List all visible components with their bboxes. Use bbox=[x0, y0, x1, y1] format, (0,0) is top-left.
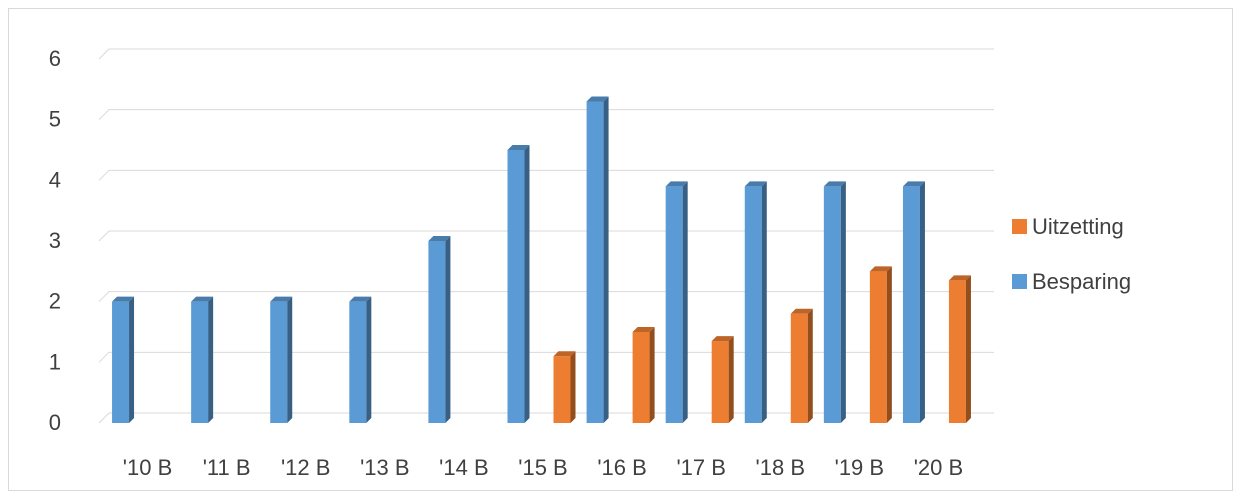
gridline bbox=[98, 169, 994, 181]
gridline bbox=[98, 48, 994, 60]
gridlines bbox=[98, 48, 994, 424]
x-tick-label: '10 B bbox=[123, 455, 172, 480]
y-tick-label: 0 bbox=[49, 410, 61, 435]
y-axis-ticks: 0 1 2 3 4 5 6 bbox=[49, 46, 61, 435]
bar-besparing bbox=[902, 181, 925, 423]
y-tick-label: 6 bbox=[49, 46, 61, 71]
bar-uitzetting bbox=[632, 327, 655, 423]
y-tick-label: 4 bbox=[49, 167, 61, 192]
bar-besparing bbox=[665, 181, 688, 423]
bar-uitzetting bbox=[790, 308, 813, 423]
legend: Uitzetting Besparing bbox=[1012, 214, 1131, 294]
gridline bbox=[98, 412, 994, 424]
bar-besparing bbox=[349, 296, 372, 423]
y-tick-label: 2 bbox=[49, 289, 61, 314]
gridline bbox=[98, 230, 994, 242]
legend-swatch bbox=[1012, 274, 1027, 289]
bar-besparing bbox=[191, 296, 214, 423]
y-tick-label: 3 bbox=[49, 228, 61, 253]
bar-uitzetting bbox=[711, 336, 734, 423]
x-tick-label: '16 B bbox=[597, 455, 646, 480]
y-tick-label: 1 bbox=[49, 349, 61, 374]
x-tick-label: '12 B bbox=[281, 455, 330, 480]
y-tick-label: 5 bbox=[49, 107, 61, 132]
bars bbox=[112, 96, 971, 423]
bar-besparing bbox=[823, 181, 846, 423]
x-tick-label: '14 B bbox=[439, 455, 488, 480]
bar-besparing bbox=[744, 181, 767, 423]
bar-besparing bbox=[586, 96, 609, 423]
bar-uitzetting bbox=[869, 266, 892, 423]
x-tick-label: '20 B bbox=[914, 455, 963, 480]
gridline bbox=[98, 291, 994, 303]
bar-besparing bbox=[112, 296, 135, 423]
x-tick-label: '17 B bbox=[676, 455, 725, 480]
bar-uitzetting bbox=[553, 351, 576, 423]
x-tick-label: '15 B bbox=[518, 455, 567, 480]
x-tick-label: '11 B bbox=[203, 455, 251, 480]
legend-label: Uitzetting bbox=[1032, 214, 1124, 239]
x-tick-label: '13 B bbox=[360, 455, 409, 480]
bar-uitzetting bbox=[948, 275, 971, 423]
x-tick-label: '19 B bbox=[835, 455, 884, 480]
bar-besparing bbox=[270, 296, 293, 423]
gridline bbox=[98, 109, 994, 121]
bar-besparing bbox=[428, 236, 451, 423]
gridline bbox=[98, 351, 994, 363]
bar-besparing bbox=[507, 145, 530, 423]
legend-swatch bbox=[1012, 219, 1027, 234]
legend-label: Besparing bbox=[1032, 269, 1131, 294]
x-axis-ticks: '10 B '11 B '12 B '13 B '14 B '15 B '16 B '17 B… bbox=[123, 455, 963, 480]
x-tick-label: '18 B bbox=[756, 455, 805, 480]
